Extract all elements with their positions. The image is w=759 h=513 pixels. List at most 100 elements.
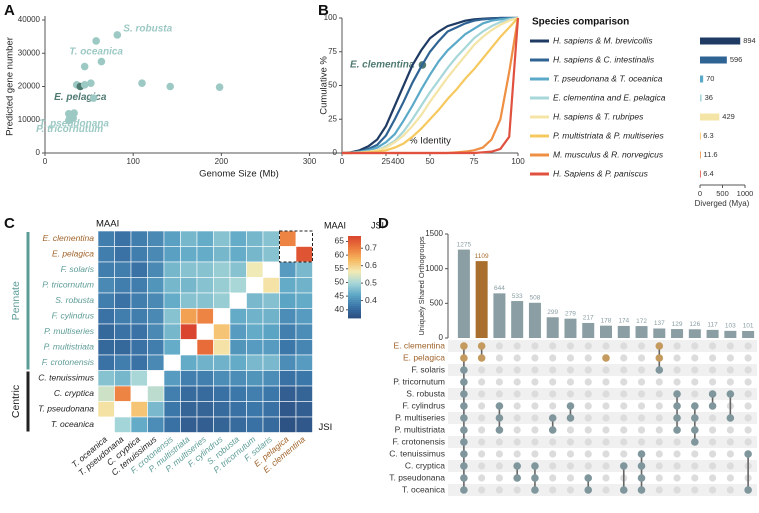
x-tick-label: 50 — [426, 157, 435, 166]
heat-cell — [180, 401, 198, 418]
empty-dot — [691, 474, 699, 482]
heat-cell — [97, 277, 115, 294]
colorbar-slice — [348, 311, 361, 315]
heat-cell — [196, 370, 214, 387]
colorbar-slice — [348, 299, 361, 302]
bar-label: 129 — [672, 321, 683, 328]
row-label: E. clementina — [43, 233, 95, 243]
member-dot — [531, 462, 539, 470]
heat-cell — [114, 261, 132, 278]
heat-cell — [130, 261, 148, 278]
colorbar-slice — [348, 279, 361, 282]
heat-cell — [114, 246, 132, 263]
x-tick-label: 100 — [511, 157, 525, 166]
x-axis-title: % Identity — [409, 136, 451, 147]
empty-dot — [495, 486, 504, 494]
empty-dot — [673, 378, 681, 386]
empty-dot — [620, 390, 628, 398]
scale-name: MAAI — [96, 219, 119, 230]
y-tick-label: 50 — [328, 81, 337, 90]
empty-dot — [602, 438, 610, 446]
y-tick-label: 30000 — [18, 48, 41, 57]
heat-cell — [147, 261, 165, 278]
heat-cell — [295, 261, 313, 278]
bar-label: 533 — [512, 293, 523, 300]
heat-cell — [196, 292, 214, 309]
heat-cell — [246, 354, 264, 371]
heat-cell — [295, 339, 313, 356]
member-dot — [513, 462, 521, 470]
empty-dot — [549, 486, 557, 494]
empty-dot — [495, 378, 504, 386]
heat-cell — [229, 230, 247, 247]
colorbar-slice — [348, 272, 361, 276]
empty-dot — [478, 474, 486, 482]
empty-dot — [673, 462, 681, 470]
legend-label: P. multistriata & P. multiseries — [553, 130, 664, 140]
colorbar-slice — [348, 283, 361, 286]
empty-dot — [478, 462, 486, 470]
heat-cell — [130, 292, 148, 309]
heat-cell — [97, 339, 115, 356]
heat-cell — [279, 323, 297, 340]
empty-dot — [655, 486, 663, 494]
empty-dot — [513, 390, 521, 398]
empty-dot — [584, 366, 592, 374]
scale-name: JSI — [319, 422, 333, 433]
colorbar-slice — [348, 262, 361, 266]
x-tick-label: 1000 — [737, 189, 754, 198]
diagonal-cell — [114, 401, 132, 418]
heat-cell — [246, 339, 264, 356]
heat-cell — [229, 323, 247, 340]
set-label: C. cryptica — [405, 460, 445, 470]
member-dot — [477, 354, 486, 362]
bar-label: 126 — [689, 321, 700, 328]
member-dot — [708, 390, 717, 398]
diagonal-cell — [295, 230, 313, 247]
diagonal-cell — [213, 308, 231, 325]
y-axis-title: Cumulative % — [319, 56, 330, 115]
colorbar-slice — [348, 297, 361, 300]
member-dot — [460, 342, 468, 350]
empty-dot — [708, 474, 717, 482]
empty-dot — [637, 426, 646, 434]
member-dot — [708, 402, 717, 410]
empty-dot — [584, 402, 592, 410]
member-dot — [655, 366, 664, 374]
heat-cell — [229, 246, 247, 263]
empty-dot — [726, 486, 734, 494]
empty-dot — [531, 342, 539, 350]
heat-cell — [295, 246, 313, 263]
member-dot — [548, 426, 557, 434]
heat-cell — [163, 323, 181, 340]
heat-cell — [196, 308, 214, 325]
empty-dot — [708, 426, 717, 434]
heat-cell — [163, 308, 181, 325]
bar — [653, 328, 666, 338]
heat-cell — [262, 401, 280, 418]
heat-cell — [229, 401, 247, 418]
point-label: T. pseudonana — [39, 119, 109, 130]
heat-cell — [180, 261, 198, 278]
colorbar-slice — [348, 256, 361, 259]
bar — [582, 322, 595, 338]
empty-dot — [531, 366, 539, 374]
empty-dot — [726, 438, 734, 446]
colorbar-slice — [348, 238, 361, 241]
empty-dot — [602, 462, 610, 470]
colorbar-slice — [348, 277, 361, 280]
bar — [742, 330, 755, 338]
diverged-bar — [700, 170, 701, 178]
colorbar-slice — [348, 289, 361, 292]
point-label: E. clementina — [350, 60, 415, 71]
y-tick-label: 0 — [439, 333, 444, 342]
y-tick-label: 500 — [430, 298, 444, 307]
diverged-bar — [700, 132, 701, 140]
empty-dot — [495, 366, 504, 374]
empty-dot — [655, 414, 663, 422]
heat-cell — [130, 246, 148, 263]
y-axis-title: Uniquely Shared Orthogroups — [417, 236, 426, 335]
row-label: S. robusta — [55, 295, 94, 305]
heat-cell — [180, 370, 198, 387]
heat-cell — [229, 339, 247, 356]
